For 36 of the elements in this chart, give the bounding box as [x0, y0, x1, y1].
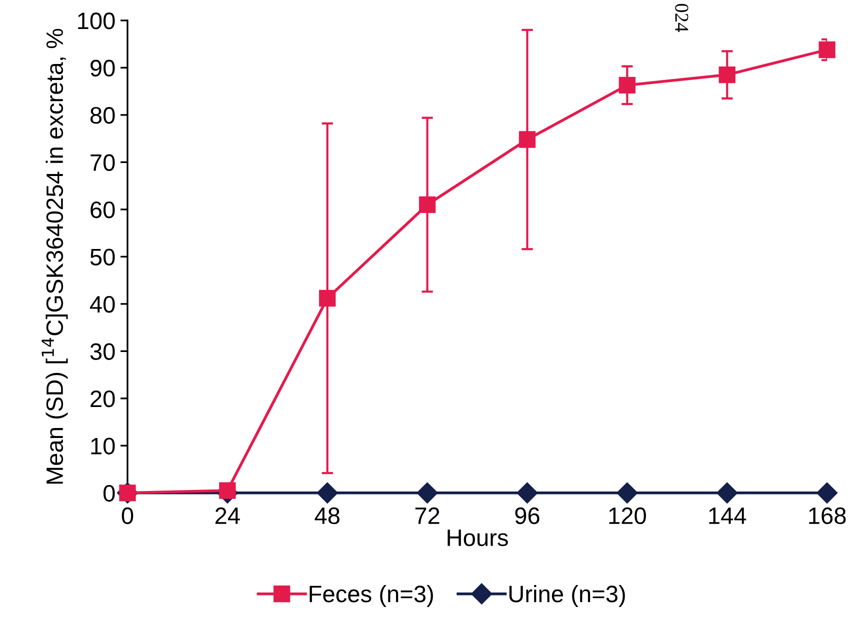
- y-axis-title: Mean (SD) [$^{14}$C]GSK3640254 in excreta, %: [42, 28, 68, 484]
- y-tick-label: 70: [90, 154, 115, 171]
- y-tick-label: 100: [78, 12, 115, 30]
- annotation: 024: [675, 4, 688, 32]
- legend-label: Urine (n=3): [509, 585, 625, 608]
- x-tick-label: 168: [809, 507, 846, 524]
- x-tick-label: 96: [515, 507, 540, 524]
- x-tick-label: 120: [609, 507, 646, 524]
- point: [718, 66, 736, 84]
- y-tick-label: 60: [90, 202, 115, 218]
- y-tick-label: 90: [90, 60, 115, 76]
- y-tick-label: 40: [90, 296, 115, 313]
- y-tick-label: 80: [90, 107, 115, 124]
- x-tick-label: 144: [709, 508, 746, 524]
- point: [416, 482, 438, 504]
- x-tick-label: 72: [415, 507, 440, 524]
- point: [319, 290, 336, 307]
- x-axis-title: Hours: [448, 530, 508, 546]
- point: [518, 131, 536, 148]
- y-tick-label: 30: [90, 343, 115, 360]
- point: [418, 196, 436, 214]
- legend-label: Feces (n=3): [310, 585, 433, 608]
- point: [516, 482, 538, 504]
- point: [618, 76, 636, 94]
- point: [816, 482, 838, 504]
- point: [818, 41, 836, 58]
- x-tick-label: 24: [215, 507, 240, 524]
- point: [316, 482, 338, 504]
- x-tick-label: 48: [314, 507, 340, 524]
- y-tick-label: 0: [103, 484, 115, 502]
- y-tick-label: 10: [91, 438, 115, 454]
- point: [616, 482, 638, 504]
- y-tick-label: 20: [90, 390, 115, 408]
- y-tick-label: 50: [90, 248, 115, 266]
- x-tick-label: 0: [122, 507, 134, 524]
- point: [716, 482, 738, 504]
